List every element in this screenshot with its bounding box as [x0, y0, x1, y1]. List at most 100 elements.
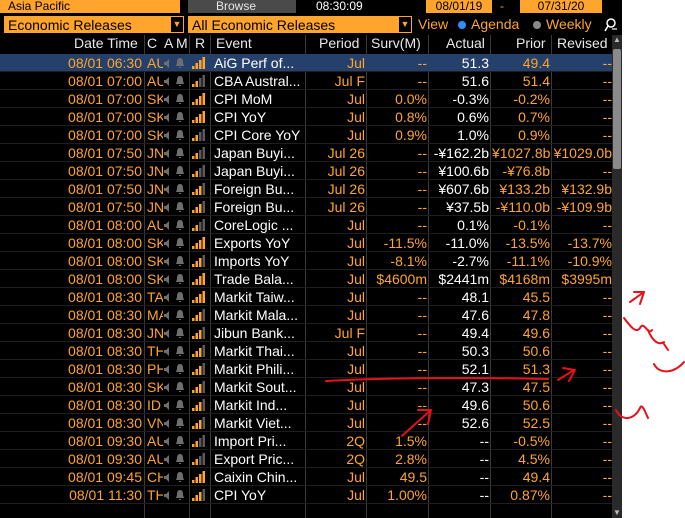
table-row[interactable]: 08/01 07:50 JN Japan Buyi... Jul 26 -- ¥100.6…	[0, 162, 612, 180]
speaker-icon[interactable]	[164, 113, 173, 122]
bell-icon[interactable]	[175, 400, 185, 411]
speaker-icon[interactable]	[164, 437, 173, 446]
speaker-icon[interactable]	[164, 239, 173, 248]
table-row[interactable]: 08/01 08:00 AU CoreLogic ... Jul -- 0.1% -0.1%…	[0, 216, 612, 234]
col-survey[interactable]: Surv(M)	[371, 35, 421, 51]
bell-icon[interactable]	[175, 274, 185, 285]
speaker-icon[interactable]	[164, 473, 173, 482]
browse-button[interactable]: Browse	[188, 0, 296, 13]
col-revised[interactable]: Revised	[557, 35, 608, 51]
col-actual[interactable]: Actual	[446, 35, 485, 51]
table-row[interactable]: 08/01 08:30 VN Markit Viet... Jul -- 52.6 52.5…	[0, 414, 612, 432]
speaker-icon[interactable]	[164, 59, 173, 68]
col-period[interactable]: Period	[319, 35, 360, 51]
speaker-icon[interactable]	[164, 365, 173, 374]
col-country[interactable]: C	[147, 35, 158, 51]
table-row[interactable]: 08/01 07:50 JN Foreign Bu... Jul 26 -- ¥37.5b…	[0, 198, 612, 216]
table-row[interactable]: 08/01 11:30 TH CPI YoY Jul 1.00% -- 0.87% --	[0, 486, 612, 504]
speaker-icon[interactable]	[164, 491, 173, 500]
region-field[interactable]: Asia Pacific	[0, 0, 180, 13]
vertical-scrollbar[interactable]: ▲ ▼	[612, 35, 622, 518]
table-row[interactable]: 08/01 08:30 ID Markit Ind... Jul -- 49.6 50.6 -…	[0, 396, 612, 414]
speaker-icon[interactable]	[164, 77, 173, 86]
agenda-radio[interactable]	[458, 21, 466, 29]
table-row[interactable]: 08/01 08:30 SK Markit Sout... Jul -- 47.3 47.5…	[0, 378, 612, 396]
end-date-field[interactable]: 07/31/20	[520, 0, 602, 13]
bell-icon[interactable]	[175, 148, 185, 159]
table-row[interactable]: 08/01 08:30 TA Markit Taiw... Jul -- 48.1 45.5…	[0, 288, 612, 306]
table-row[interactable]: 08/01 08:30 JN Jibun Bank... Jul F -- 49.4 49.…	[0, 324, 612, 342]
chevron-down-icon[interactable]: ▼	[399, 17, 411, 32]
bell-icon[interactable]	[175, 346, 185, 357]
bell-icon[interactable]	[175, 490, 185, 501]
chevron-down-icon[interactable]: ▼	[171, 17, 183, 32]
col-relevance[interactable]: R	[195, 35, 206, 51]
speaker-icon[interactable]	[164, 95, 173, 104]
bell-icon[interactable]	[175, 310, 185, 321]
table-row[interactable]: 08/01 09:30 AU Import Pri... 2Q 1.5% -- -0.5% -…	[0, 432, 612, 450]
speaker-icon[interactable]	[164, 455, 173, 464]
category-dropdown[interactable]: Economic Releases ▼	[4, 16, 184, 33]
speaker-icon[interactable]	[164, 311, 173, 320]
bell-icon[interactable]	[175, 436, 185, 447]
table-row[interactable]: 08/01 09:45 CH Caixin Chin... Jul 49.5 -- 49.4…	[0, 468, 612, 486]
speaker-icon[interactable]	[164, 383, 173, 392]
table-row[interactable]: 08/01 08:30 TH Markit Thai... Jul -- 50.3 50.6…	[0, 342, 612, 360]
bell-icon[interactable]	[175, 112, 185, 123]
weekly-radio-label[interactable]: Weekly	[546, 16, 592, 32]
speaker-icon[interactable]	[164, 257, 173, 266]
start-date-field[interactable]: 08/01/19	[426, 0, 492, 13]
scroll-down-icon[interactable]: ▼	[613, 508, 621, 517]
bell-icon[interactable]	[175, 58, 185, 69]
col-alert[interactable]: A	[164, 35, 174, 51]
bell-icon[interactable]	[175, 76, 185, 87]
speaker-icon[interactable]	[164, 149, 173, 158]
bell-icon[interactable]	[175, 292, 185, 303]
table-row[interactable]: 08/01 09:30 AU Export Pric... 2Q 2.8% -- 4.5% -…	[0, 450, 612, 468]
speaker-icon[interactable]	[164, 275, 173, 284]
bell-icon[interactable]	[175, 364, 185, 375]
bell-icon[interactable]	[175, 454, 185, 465]
bell-icon[interactable]	[175, 130, 185, 141]
table-row[interactable]: 08/01 07:00 SK CPI YoY Jul 0.8% 0.6% 0.7% --	[0, 108, 612, 126]
speaker-icon[interactable]	[164, 347, 173, 356]
table-row[interactable]: 08/01 07:00 SK CPI MoM Jul 0.0% -0.3% -0.2% --	[0, 90, 612, 108]
col-event[interactable]: Event	[216, 35, 252, 51]
table-row[interactable]: 08/01 07:50 JN Japan Buyi... Jul 26 -- -¥162.…	[0, 144, 612, 162]
speaker-icon[interactable]	[164, 185, 173, 194]
bell-icon[interactable]	[175, 94, 185, 105]
col-m[interactable]: M	[176, 35, 188, 51]
speaker-icon[interactable]	[164, 401, 173, 410]
table-row[interactable]: 08/01 06:30 AU AiG Perf of... Jul -- 51.3 49.4…	[0, 54, 612, 72]
speaker-icon[interactable]	[164, 131, 173, 140]
bell-icon[interactable]	[175, 328, 185, 339]
speaker-icon[interactable]	[164, 329, 173, 338]
table-row[interactable]: 08/01 07:00 AU CBA Austral... Jul F -- 51.6 51…	[0, 72, 612, 90]
table-row[interactable]: 08/01 07:00 SK CPI Core YoY Jul 0.9% 1.0% 0.9%…	[0, 126, 612, 144]
agenda-radio-label[interactable]: Agenda	[471, 16, 520, 32]
speaker-icon[interactable]	[164, 167, 173, 176]
weekly-radio[interactable]	[533, 21, 541, 29]
table-row[interactable]: 08/01 08:30 PH Markit Phili... Jul -- 52.1 51.…	[0, 360, 612, 378]
bell-icon[interactable]	[175, 184, 185, 195]
scroll-thumb[interactable]	[613, 49, 621, 169]
table-row[interactable]: 08/01 08:00 SK Exports YoY Jul -11.5% -11.0% -…	[0, 234, 612, 252]
table-row[interactable]: 08/01 07:50 JN Foreign Bu... Jul 26 -- ¥607.6…	[0, 180, 612, 198]
col-datetime[interactable]: Date Time	[74, 35, 138, 51]
table-row[interactable]: 08/01 08:30 MA Markit Mala... Jul -- 47.6 47.8…	[0, 306, 612, 324]
releases-dropdown[interactable]: All Economic Releases ▼	[188, 16, 412, 33]
speaker-icon[interactable]	[164, 419, 173, 428]
bell-icon[interactable]	[175, 202, 185, 213]
bell-icon[interactable]	[175, 418, 185, 429]
bell-icon[interactable]	[175, 166, 185, 177]
bell-icon[interactable]	[175, 238, 185, 249]
speaker-icon[interactable]	[164, 293, 173, 302]
bell-icon[interactable]	[175, 382, 185, 393]
table-row[interactable]: 08/01 08:00 SK Trade Bala... Jul $4600m $2441…	[0, 270, 612, 288]
scroll-up-icon[interactable]: ▲	[613, 35, 621, 44]
bell-icon[interactable]	[175, 220, 185, 231]
table-row[interactable]: 08/01 08:00 SK Imports YoY Jul -8.1% -2.7% -11…	[0, 252, 612, 270]
col-prior[interactable]: Prior	[516, 35, 546, 51]
speaker-icon[interactable]	[164, 203, 173, 212]
popout-icon[interactable]	[603, 17, 619, 33]
